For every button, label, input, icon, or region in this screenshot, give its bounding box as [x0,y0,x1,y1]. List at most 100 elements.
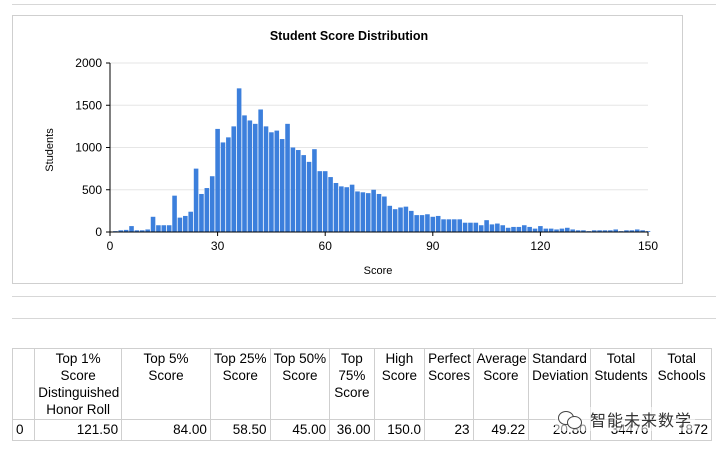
y-axis-label: Students [44,128,56,172]
column-header: Average Score [472,348,530,420]
watermark: 智能未来数学 [555,407,696,431]
histogram-bar [468,222,473,232]
histogram-bar [634,229,640,232]
table-cell: 49.22 [472,419,530,441]
histogram-bar [548,228,554,232]
histogram-bar [172,195,177,232]
column-header: Top 50% Score [269,348,331,420]
histogram-bar [575,230,581,232]
histogram-bar [398,207,403,232]
histogram-bar [269,132,274,232]
histogram-bar [521,225,527,232]
histogram-bar [516,226,522,232]
histogram-bar [263,126,269,232]
histogram-bar [139,230,145,232]
table-row: 0121.5084.0058.5045.0036.00150.02349.222… [11,419,712,441]
top-divider [12,4,716,5]
chart-panel: Student Score Distribution 0 30 60 90 120 150… [12,15,683,284]
histogram-bar [209,176,215,232]
column-header: Top 1% Score Distinguished Honor Roll [34,348,123,420]
histogram-bar [236,88,242,232]
histogram-bar [565,227,570,232]
x-tick-label: 60 [319,239,333,253]
histogram-bar [452,219,457,232]
histogram-bar [226,137,231,232]
histogram-bar [538,226,543,232]
histogram-bar [602,230,608,232]
x-tick-label: 30 [211,239,225,253]
histogram-bar [581,230,586,232]
histogram-bar [430,216,436,232]
histogram-bar [188,211,193,232]
histogram-bar [274,130,280,232]
histogram-bar [597,230,602,232]
histogram-bar [382,196,387,232]
histogram-bar [215,128,220,232]
histogram-bar [446,219,452,232]
y-tick-label: 500 [82,183,102,197]
histogram-bar [419,215,425,232]
histogram-bar [231,126,237,232]
table-cell: 150.0 [373,419,426,441]
histogram-bar [554,229,559,232]
y-tick-label: 1500 [75,98,102,112]
histogram-bar [161,225,167,232]
histogram-bar [301,155,306,232]
histogram-bar [387,205,393,232]
y-tick-label: 1000 [75,141,102,155]
histogram-bar [156,225,161,232]
column-header: High Score [373,348,426,420]
x-tick-label: 150 [638,239,658,253]
histogram-bar [296,150,301,232]
table-cell: 58.50 [209,419,271,441]
histogram-bar [425,214,430,232]
column-header [11,348,36,420]
histogram-bar [495,223,500,232]
histogram-bar [462,222,468,232]
histogram-bar [489,224,495,232]
histogram-bar [339,186,344,232]
histogram-bar [199,193,204,232]
histogram-bar [123,229,129,232]
histogram-bar [183,215,188,232]
middle-divider-1 [12,296,716,297]
column-header: Top 5% Score [121,348,211,420]
histogram-bar [349,184,355,232]
x-tick-label: 120 [530,239,550,253]
histogram-bar [252,123,258,232]
histogram-bar [247,120,253,232]
watermark-text: 智能未来数学 [590,413,693,430]
table-cell: 121.50 [34,419,123,441]
histogram-bar [177,217,183,232]
score-distribution-chart: Student Score Distribution 0 30 60 90 120 150… [44,29,658,277]
histogram-bar [290,147,296,232]
histogram-bar [360,192,366,232]
histogram-bar [134,230,140,232]
histogram-bar [484,220,489,232]
histogram-bar [193,168,199,232]
histogram-bar [328,177,333,232]
histogram-bar [258,109,263,232]
histogram-bar [403,206,409,232]
histogram-bar [608,230,613,232]
histogram-bar [306,161,312,232]
histogram-bar [629,230,635,232]
histogram-bar [242,115,247,232]
table-cell: 36.00 [329,419,375,441]
histogram-bar [285,123,290,232]
histogram-bar [365,193,371,232]
histogram-bar [371,189,376,232]
histogram-bar [317,171,323,232]
histogram-bar [145,229,150,232]
histogram-bar [333,182,339,232]
histogram-bar [435,215,441,232]
middle-divider-2 [12,318,716,319]
histogram-bar [322,171,328,232]
histogram-bar [118,230,124,232]
x-axis-label: Score [364,265,393,277]
histogram-bar [129,226,134,232]
histogram-bar [532,228,538,232]
histogram-bar [559,228,565,232]
y-tick-label: 2000 [75,56,102,70]
histogram-bar [220,142,226,232]
